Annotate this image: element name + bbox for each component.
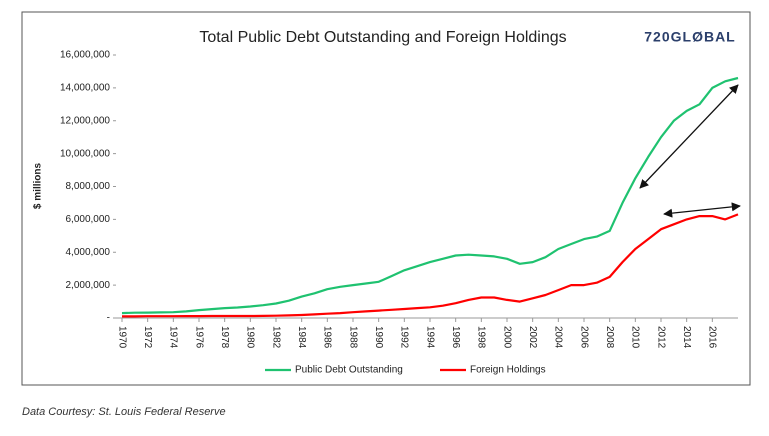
series-line	[122, 213, 739, 318]
x-tick-label: 1978	[219, 326, 230, 349]
x-tick-label: 1980	[245, 326, 256, 349]
x-tick-label: 2012	[655, 326, 666, 349]
annotation-arrow	[639, 84, 739, 189]
x-tick-label: 1990	[373, 326, 384, 349]
y-tick-label: 6,000,000	[66, 214, 111, 225]
series-line	[121, 76, 739, 315]
x-tick-label: 1982	[270, 326, 281, 349]
x-tick-label: 2010	[630, 326, 641, 349]
y-tick-label: -	[107, 313, 110, 324]
legend-label: Public Debt Outstanding	[295, 365, 403, 376]
x-tick-label: 2000	[501, 326, 512, 349]
x-tick-label: 1992	[399, 326, 410, 349]
y-tick-label: 8,000,000	[66, 181, 111, 192]
legend-label: Foreign Holdings	[470, 365, 546, 376]
x-tick-label: 1994	[424, 326, 435, 349]
x-tick-label: 2016	[707, 326, 718, 349]
x-tick-label: 1976	[193, 326, 204, 349]
chart-title: Total Public Debt Outstanding and Foreig…	[199, 29, 566, 46]
y-tick-label: 12,000,000	[60, 115, 110, 126]
y-tick-label: 14,000,000	[60, 83, 110, 94]
y-tick-label: 10,000,000	[60, 148, 110, 159]
y-tick-label: 4,000,000	[66, 247, 111, 258]
x-tick-label: 1998	[476, 326, 487, 349]
x-tick-label: 1984	[296, 326, 307, 349]
x-tick-label: 2014	[681, 326, 692, 349]
x-tick-label: 1974	[168, 326, 179, 349]
annotation-arrow	[663, 202, 741, 218]
x-tick-label: 1970	[116, 326, 127, 349]
x-tick-label: 1996	[450, 326, 461, 349]
y-tick-label: 2,000,000	[66, 280, 111, 291]
chart-frame	[21, 11, 751, 386]
x-tick-label: 1972	[142, 326, 153, 349]
logo: 720GLØBAL	[644, 29, 735, 45]
x-tick-label: 2004	[553, 326, 564, 349]
y-axis-label: $ millions	[33, 163, 44, 210]
x-tick-label: 2002	[527, 326, 538, 349]
x-tick-label: 1988	[347, 326, 358, 349]
source-note: Data Courtesy: St. Louis Federal Reserve	[22, 406, 226, 418]
x-tick-label: 2008	[604, 326, 615, 349]
x-tick-label: 2006	[578, 326, 589, 349]
y-tick-label: 16,000,000	[60, 50, 110, 61]
x-tick-label: 1986	[322, 326, 333, 349]
